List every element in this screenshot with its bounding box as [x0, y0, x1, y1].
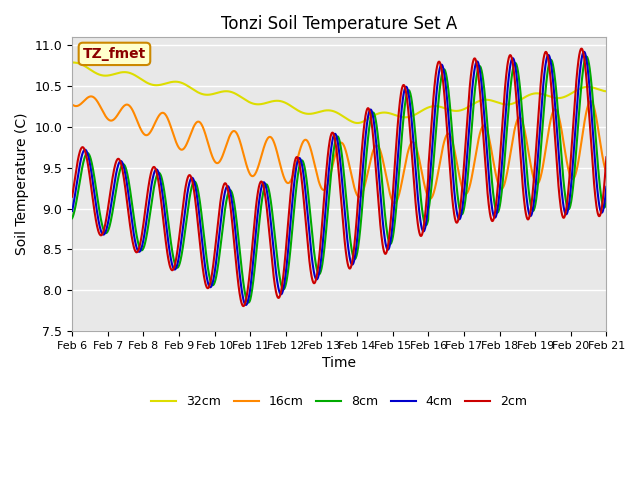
16cm [493, 175, 500, 180]
8cm [582, 54, 590, 60]
32cm [187, 85, 195, 91]
8cm [187, 188, 195, 193]
4cm [174, 259, 182, 264]
4cm [187, 176, 195, 181]
16cm [247, 173, 255, 179]
2cm [602, 155, 610, 160]
8cm [492, 208, 500, 214]
2cm [239, 303, 247, 309]
Title: Tonzi Soil Temperature Set A: Tonzi Soil Temperature Set A [221, 15, 458, 33]
8cm [174, 264, 182, 270]
2cm [174, 244, 182, 250]
16cm [87, 94, 95, 99]
16cm [602, 169, 610, 175]
4cm [68, 208, 76, 214]
8cm [422, 222, 430, 228]
16cm [68, 102, 76, 108]
2cm [247, 256, 255, 262]
Line: 16cm: 16cm [72, 96, 606, 203]
2cm [422, 199, 430, 205]
2cm [578, 46, 586, 51]
2cm [187, 174, 195, 180]
32cm [174, 79, 182, 85]
32cm [492, 99, 500, 105]
Line: 8cm: 8cm [72, 57, 606, 302]
8cm [68, 216, 76, 221]
2cm [68, 194, 76, 200]
4cm [492, 213, 500, 219]
32cm [247, 100, 255, 106]
4cm [422, 219, 430, 225]
32cm [68, 60, 76, 65]
Legend: 32cm, 16cm, 8cm, 4cm, 2cm: 32cm, 16cm, 8cm, 4cm, 2cm [147, 390, 532, 413]
Line: 32cm: 32cm [72, 62, 606, 123]
16cm [540, 159, 547, 165]
2cm [492, 201, 500, 207]
32cm [354, 120, 362, 126]
Line: 4cm: 4cm [72, 52, 606, 305]
8cm [244, 300, 252, 305]
4cm [580, 49, 588, 55]
32cm [602, 88, 610, 94]
4cm [602, 184, 610, 190]
Y-axis label: Soil Temperature (C): Soil Temperature (C) [15, 113, 29, 255]
8cm [540, 115, 547, 120]
Line: 2cm: 2cm [72, 48, 606, 306]
Text: TZ_fmet: TZ_fmet [83, 47, 146, 61]
2cm [540, 58, 547, 63]
16cm [175, 144, 182, 150]
4cm [242, 302, 250, 308]
32cm [540, 92, 547, 97]
8cm [602, 199, 610, 205]
X-axis label: Time: Time [323, 356, 356, 370]
16cm [188, 130, 195, 135]
16cm [423, 191, 431, 196]
4cm [540, 83, 547, 88]
8cm [247, 293, 255, 299]
16cm [390, 200, 398, 206]
32cm [422, 106, 430, 111]
4cm [247, 279, 255, 285]
